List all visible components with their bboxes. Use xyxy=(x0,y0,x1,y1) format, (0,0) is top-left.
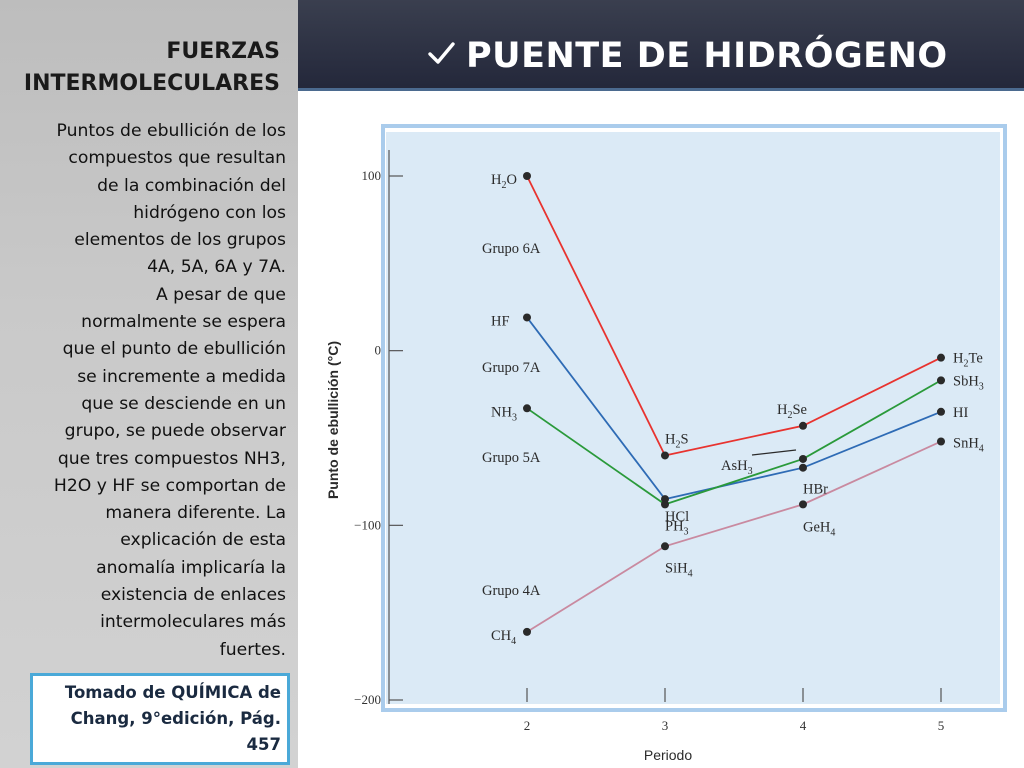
data-point xyxy=(799,500,807,509)
series-name-label: Grupo 5A xyxy=(482,450,541,466)
data-point xyxy=(523,172,531,180)
data-point xyxy=(937,353,945,362)
point-label: H2S xyxy=(665,431,689,450)
y-tick-label: −100 xyxy=(354,517,381,532)
point-label: NH3 xyxy=(491,404,517,423)
data-point xyxy=(937,437,945,446)
paragraph-line: fuertes. xyxy=(219,639,286,660)
point-label: H2O xyxy=(491,172,517,191)
paragraph-line: anomalía implicaría la xyxy=(96,557,286,578)
header-bar xyxy=(298,0,1024,90)
y-tick-label: 0 xyxy=(375,343,382,358)
sidebar-panel: FUERZAS INTERMOLECULARES Puntos de ebull… xyxy=(0,0,298,768)
sidebar-title-line1: FUERZAS xyxy=(166,39,280,64)
data-point xyxy=(799,463,807,472)
paragraph-line: se incremente a medida xyxy=(77,366,286,387)
chart-series xyxy=(523,172,945,636)
source-citation-box: Tomado de QUÍMICA de Chang, 9°edición, P… xyxy=(30,673,290,765)
point-label: HBr xyxy=(803,482,828,498)
plot-background xyxy=(386,132,1000,704)
paragraph-line: explicación de esta xyxy=(120,530,286,551)
series-line xyxy=(526,440,942,633)
paragraph-line: compuestos que resultan xyxy=(68,148,286,169)
point-label: SnH4 xyxy=(953,435,984,454)
point-label: HF xyxy=(491,313,510,329)
check-icon xyxy=(428,42,455,64)
point-label: H2Se xyxy=(777,402,807,421)
sidebar-title: FUERZAS INTERMOLECULARES xyxy=(8,36,280,100)
point-label: HCl xyxy=(665,509,689,525)
series-name-label: Grupo 4A xyxy=(482,583,541,599)
source-line: 457 xyxy=(246,735,281,754)
paragraph-line: que se desciende en un xyxy=(81,393,286,414)
paragraph-line: elementos de los grupos xyxy=(74,230,286,251)
series-line xyxy=(526,316,942,501)
chart-frame xyxy=(381,124,1007,712)
source-line: Chang, 9°edición, Pág. xyxy=(70,709,281,728)
data-point xyxy=(661,451,669,460)
series-line xyxy=(526,379,942,506)
data-point xyxy=(661,500,669,509)
paragraph-line: H2O y HF se comportan de xyxy=(53,475,286,496)
source-line: Tomado de QUÍMICA de xyxy=(64,683,281,702)
point-label: SbH3 xyxy=(953,373,984,392)
point-label: CH4 xyxy=(491,628,516,647)
chart-point-labels: H2O H2S H2Se H2Te Grupo 6A HF HCl HBr HI Grupo 7A… xyxy=(482,172,984,647)
point-label: AsH3 xyxy=(721,458,753,477)
paragraph-line: A pesar de que xyxy=(155,284,286,305)
data-point xyxy=(523,313,531,322)
paragraph-line: intermoleculares más xyxy=(100,612,286,633)
data-point xyxy=(523,404,531,413)
paragraph-line: hidrógeno con los xyxy=(133,202,286,223)
page-title: PUENTE DE HIDRÓGENO xyxy=(466,36,948,76)
data-point xyxy=(799,454,807,463)
paragraph-line: de la combinación del xyxy=(97,175,286,196)
x-tick-label: 5 xyxy=(938,718,945,733)
paragraph-line: manera diferente. La xyxy=(105,503,286,524)
point-label: H2Te xyxy=(953,351,983,370)
paragraph-line: 4A, 5A, 6A y 7A. xyxy=(147,257,286,278)
data-point xyxy=(937,407,945,416)
sidebar-paragraph: Puntos de ebullición de los compuestos q… xyxy=(10,118,286,664)
paragraph-line: grupo, se puede observar xyxy=(64,421,286,442)
y-axis-label: Punto de ebullición (°C) xyxy=(325,341,341,499)
y-tick-label: 100 xyxy=(362,168,382,183)
x-tick-label: 4 xyxy=(800,718,807,733)
paragraph-line: Puntos de ebullición de los xyxy=(56,121,286,141)
x-tick-label: 3 xyxy=(662,718,669,733)
x-axis-label: Periodo xyxy=(644,747,692,763)
point-label: HI xyxy=(953,405,968,421)
x-tick-label: 2 xyxy=(524,718,531,733)
point-label: SiH4 xyxy=(665,560,693,579)
paragraph-line: existencia de enlaces xyxy=(100,585,286,606)
chart-axes: 100 0 −100 −200 2 3 4 5 xyxy=(354,150,944,733)
series-name-label: Grupo 7A xyxy=(482,360,541,376)
callout-line xyxy=(751,449,797,456)
y-tick-label: −200 xyxy=(354,692,381,707)
paragraph-line: que tres compuestos NH3, xyxy=(57,448,286,469)
data-point xyxy=(799,421,807,430)
sidebar-title-line2: INTERMOLECULARES xyxy=(23,71,280,96)
data-point xyxy=(937,376,945,385)
series-line xyxy=(526,175,942,457)
paragraph-line: que el punto de ebullición xyxy=(62,339,286,360)
data-point xyxy=(523,627,531,636)
point-label: GeH4 xyxy=(803,519,835,538)
series-name-label: Grupo 6A xyxy=(482,241,541,257)
data-point xyxy=(661,542,669,551)
paragraph-line: normalmente se espera xyxy=(81,312,286,333)
header-underline xyxy=(298,88,1024,91)
point-label: PH3 xyxy=(665,518,689,537)
